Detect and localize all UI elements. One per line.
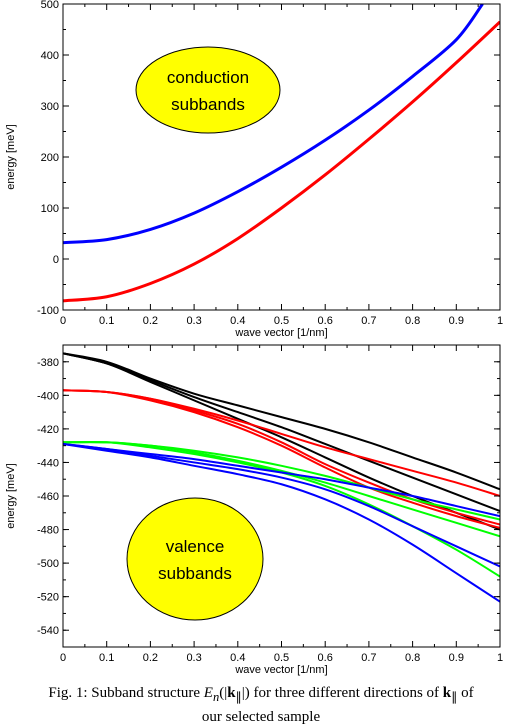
y-tick-label: -520 <box>37 592 59 604</box>
series-line-8 <box>63 441 500 538</box>
x-tick-label: 0.3 <box>186 652 201 664</box>
y-tick-label: -400 <box>37 390 59 402</box>
y-axis-label: energy [meV] <box>5 463 17 528</box>
x-axis-label: wave vector [1/nm] <box>234 327 327 339</box>
caption-math-e: En <box>203 685 220 704</box>
x-tick-label: 0.9 <box>449 315 464 327</box>
plot-frame <box>62 3 501 311</box>
series-group <box>63 4 500 303</box>
series-line-1 <box>63 4 484 245</box>
x-tick-label: 0.4 <box>230 652 245 664</box>
x-axis-label: wave vector [1/nm] <box>234 664 327 676</box>
series-line-1 <box>63 352 500 491</box>
y-tick-label: -440 <box>37 457 59 469</box>
x-tick-label: 0.5 <box>274 315 289 327</box>
annotation-text: subbands <box>171 95 245 114</box>
y-tick-label: -480 <box>37 525 59 537</box>
x-tick-label: 0.7 <box>361 652 376 664</box>
annotation-text: conduction <box>167 68 249 87</box>
annotation-bubble <box>135 46 281 134</box>
x-tick-label: 0.4 <box>230 315 245 327</box>
x-tick-label: 0.6 <box>318 315 333 327</box>
x-tick-label: 0 <box>60 652 66 664</box>
series-line-5 <box>63 389 500 526</box>
caption-line-1: Fig. 1: Subband structure En(|k∥|) for t… <box>48 685 474 704</box>
x-tick-label: 1 <box>497 315 503 327</box>
x-tick-label: 0.2 <box>143 652 158 664</box>
y-tick-label: -460 <box>37 491 59 503</box>
caption-suffix: of <box>457 685 474 701</box>
annotation-bubble <box>126 497 264 621</box>
annotation-text: valence <box>166 537 225 556</box>
x-tick-label: 0.6 <box>318 652 333 664</box>
chart-2: 0 0.1 0.2 0.3 0.4 0.5 0.6 0.7 0.8 0.9 1 -380 -400 -42… <box>5 344 503 676</box>
plot-frame <box>62 344 501 648</box>
x-tick-label: 0.8 <box>405 315 420 327</box>
series-group <box>63 352 500 603</box>
x-tick-label: 0.1 <box>99 652 114 664</box>
y-axis-label: energy [meV] <box>5 124 17 189</box>
x-tick-label: 0.2 <box>143 315 158 327</box>
x-tick-label: 0.9 <box>449 652 464 664</box>
figure-caption: Fig. 1: Subband structure En(|k∥|) for t… <box>0 683 522 727</box>
x-tick-label: 0.1 <box>99 315 114 327</box>
y-tick-label: -380 <box>37 357 59 369</box>
x-tick-label: 1 <box>497 652 503 664</box>
series-line-2 <box>63 352 500 513</box>
x-tick-label: 0.3 <box>186 315 201 327</box>
y-tick-label: 400 <box>41 50 59 62</box>
caption-line-2: our selected sample <box>201 709 321 725</box>
y-tick-label: -540 <box>37 625 59 637</box>
y-tick-label: -100 <box>37 305 59 317</box>
series-line-10 <box>63 442 500 518</box>
chart-1: 0 0.1 0.2 0.3 0.4 0.5 0.6 0.7 0.8 0.9 1-1000100200… <box>5 0 503 339</box>
x-tick-label: 0.5 <box>274 652 289 664</box>
series-line-12 <box>63 443 500 603</box>
y-tick-label: 200 <box>41 152 59 164</box>
annotation-text: subbands <box>158 564 232 583</box>
y-tick-label: 0 <box>53 254 59 266</box>
y-tick-label: 500 <box>41 0 59 11</box>
x-tick-label: 0.7 <box>361 315 376 327</box>
caption-prefix: Fig. 1: Subband structure <box>48 685 204 701</box>
caption-mid: for three different directions of <box>249 685 443 701</box>
series-line-2 <box>63 20 500 303</box>
x-tick-label: 0.8 <box>405 652 420 664</box>
y-tick-label: -500 <box>37 558 59 570</box>
y-tick-label: 100 <box>41 203 59 215</box>
series-line-3 <box>63 352 500 531</box>
y-tick-label: -420 <box>37 424 59 436</box>
series-line-6 <box>63 389 500 529</box>
y-tick-label: 300 <box>41 101 59 113</box>
series-line-11 <box>63 442 500 568</box>
x-tick-label: 0 <box>60 315 66 327</box>
